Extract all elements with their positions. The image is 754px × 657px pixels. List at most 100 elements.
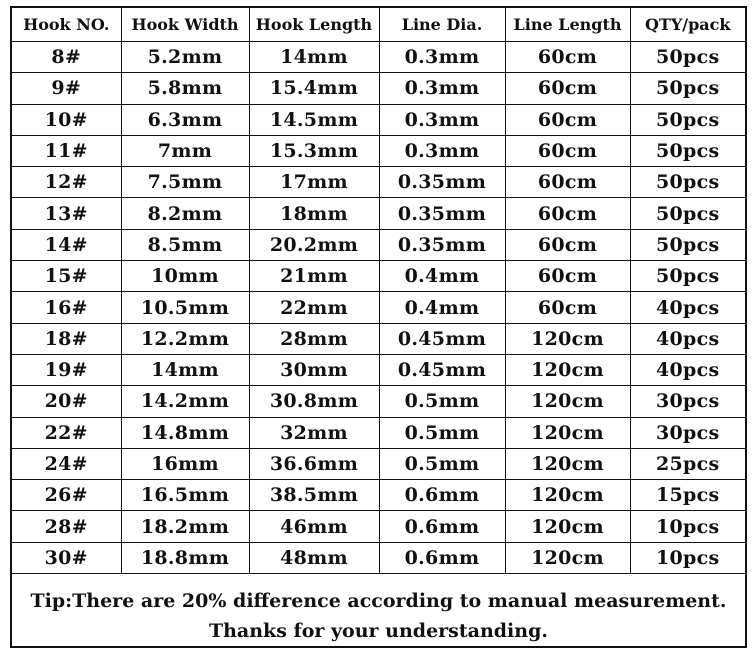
cell-line-dia: 0.5mm: [378, 416, 506, 449]
cell-line-length: 120cm: [504, 322, 631, 355]
table-row: 18# 12.2mm 28mm 0.45mm 120cm 40pcs: [12, 322, 745, 355]
cell-qty-pack: 40pcs: [629, 291, 745, 324]
table-row: 12# 7.5mm 17mm 0.35mm 60cm 50pcs: [12, 166, 745, 199]
table-row: 13# 8.2mm 18mm 0.35mm 60cm 50pcs: [12, 197, 745, 230]
table-row: 26# 16.5mm 38.5mm 0.6mm 120cm 15pcs: [12, 479, 745, 512]
table-body: 8# 5.2mm 14mm 0.3mm 60cm 50pcs 9# 5.8mm 15.4mm 0.…: [12, 40, 745, 575]
cell-qty-pack: 50pcs: [629, 40, 745, 74]
cell-hook-width: 14.2mm: [120, 385, 250, 418]
cell-qty-pack: 30pcs: [629, 416, 745, 449]
cell-hook-width: 7.5mm: [120, 166, 250, 199]
cell-line-length: 60cm: [504, 197, 631, 230]
cell-line-dia: 0.45mm: [378, 322, 506, 355]
cell-line-dia: 0.3mm: [378, 103, 506, 136]
cell-line-dia: 0.5mm: [378, 447, 506, 481]
cell-line-length: 120cm: [504, 541, 631, 575]
column-header-qty-pack: QTY/pack: [629, 8, 745, 42]
cell-line-dia: 0.3mm: [378, 134, 506, 168]
cell-qty-pack: 15pcs: [629, 479, 745, 512]
cell-hook-no: 13#: [12, 197, 122, 230]
table-row: 9# 5.8mm 15.4mm 0.3mm 60cm 50pcs: [12, 72, 745, 105]
cell-hook-width: 8.5mm: [120, 228, 250, 262]
cell-line-dia: 0.5mm: [378, 385, 506, 418]
cell-hook-width: 5.2mm: [120, 40, 250, 74]
cell-hook-width: 8.2mm: [120, 197, 250, 230]
cell-line-length: 60cm: [504, 40, 631, 74]
cell-line-dia: 0.4mm: [378, 291, 506, 324]
cell-hook-no: 12#: [12, 166, 122, 199]
cell-line-length: 60cm: [504, 134, 631, 168]
cell-qty-pack: 50pcs: [629, 134, 745, 168]
cell-line-length: 60cm: [504, 103, 631, 136]
cell-hook-no: 20#: [12, 385, 122, 418]
cell-qty-pack: 30pcs: [629, 385, 745, 418]
cell-hook-no: 8#: [12, 40, 122, 74]
cell-hook-width: 14mm: [120, 353, 250, 387]
table-row: 10# 6.3mm 14.5mm 0.3mm 60cm 50pcs: [12, 103, 745, 136]
table-row: 20# 14.2mm 30.8mm 0.5mm 120cm 30pcs: [12, 385, 745, 418]
cell-line-length: 120cm: [504, 447, 631, 481]
table-header-row: Hook NO. Hook Width Hook Length Line Dia. Li…: [12, 8, 745, 42]
table-row: 11# 7mm 15.3mm 0.3mm 60cm 50pcs: [12, 134, 745, 168]
cell-line-length: 60cm: [504, 166, 631, 199]
cell-hook-width: 18.8mm: [120, 541, 250, 575]
cell-line-length: 60cm: [504, 260, 631, 293]
cell-qty-pack: 50pcs: [629, 260, 745, 293]
cell-hook-width: 7mm: [120, 134, 250, 168]
cell-line-length: 120cm: [504, 353, 631, 387]
cell-line-length: 120cm: [504, 479, 631, 512]
cell-hook-width: 16.5mm: [120, 479, 250, 512]
cell-line-length: 60cm: [504, 228, 631, 262]
cell-qty-pack: 40pcs: [629, 322, 745, 355]
cell-hook-length: 28mm: [248, 322, 380, 355]
table-row: 24# 16mm 36.6mm 0.5mm 120cm 25pcs: [12, 447, 745, 481]
cell-line-dia: 0.6mm: [378, 510, 506, 543]
cell-hook-no: 18#: [12, 322, 122, 355]
cell-qty-pack: 25pcs: [629, 447, 745, 481]
cell-hook-no: 30#: [12, 541, 122, 575]
cell-qty-pack: 10pcs: [629, 510, 745, 543]
cell-line-length: 120cm: [504, 416, 631, 449]
cell-hook-length: 22mm: [248, 291, 380, 324]
cell-hook-width: 10.5mm: [120, 291, 250, 324]
cell-line-dia: 0.3mm: [378, 72, 506, 105]
table-row: 19# 14mm 30mm 0.45mm 120cm 40pcs: [12, 353, 745, 387]
cell-hook-width: 6.3mm: [120, 103, 250, 136]
cell-hook-no: 11#: [12, 134, 122, 168]
cell-hook-no: 10#: [12, 103, 122, 136]
cell-hook-length: 30mm: [248, 353, 380, 387]
cell-hook-width: 5.8mm: [120, 72, 250, 105]
tip-note: Tip:There are 20% difference according t…: [12, 574, 745, 646]
cell-line-length: 120cm: [504, 385, 631, 418]
table-row: 8# 5.2mm 14mm 0.3mm 60cm 50pcs: [12, 40, 745, 74]
cell-hook-length: 15.4mm: [248, 72, 380, 105]
cell-hook-width: 14.8mm: [120, 416, 250, 449]
cell-hook-no: 24#: [12, 447, 122, 481]
cell-qty-pack: 50pcs: [629, 228, 745, 262]
cell-hook-length: 32mm: [248, 416, 380, 449]
cell-hook-no: 15#: [12, 260, 122, 293]
cell-qty-pack: 10pcs: [629, 541, 745, 575]
cell-qty-pack: 50pcs: [629, 197, 745, 230]
cell-hook-width: 18.2mm: [120, 510, 250, 543]
cell-line-dia: 0.4mm: [378, 260, 506, 293]
cell-hook-length: 20.2mm: [248, 228, 380, 262]
cell-hook-no: 14#: [12, 228, 122, 262]
table-row: 15# 10mm 21mm 0.4mm 60cm 50pcs: [12, 260, 745, 293]
cell-qty-pack: 50pcs: [629, 103, 745, 136]
cell-hook-width: 10mm: [120, 260, 250, 293]
hook-spec-table: Hook NO. Hook Width Hook Length Line Dia. Li…: [12, 8, 745, 575]
cell-hook-length: 38.5mm: [248, 479, 380, 512]
cell-hook-no: 19#: [12, 353, 122, 387]
cell-hook-length: 14.5mm: [248, 103, 380, 136]
cell-line-dia: 0.3mm: [378, 40, 506, 74]
cell-line-dia: 0.35mm: [378, 228, 506, 262]
cell-hook-length: 15.3mm: [248, 134, 380, 168]
cell-line-length: 60cm: [504, 291, 631, 324]
cell-hook-no: 26#: [12, 479, 122, 512]
cell-hook-width: 12.2mm: [120, 322, 250, 355]
cell-hook-length: 48mm: [248, 541, 380, 575]
cell-line-dia: 0.35mm: [378, 197, 506, 230]
tip-line: Tip:There are 20% difference according t…: [30, 590, 727, 613]
cell-hook-no: 28#: [12, 510, 122, 543]
